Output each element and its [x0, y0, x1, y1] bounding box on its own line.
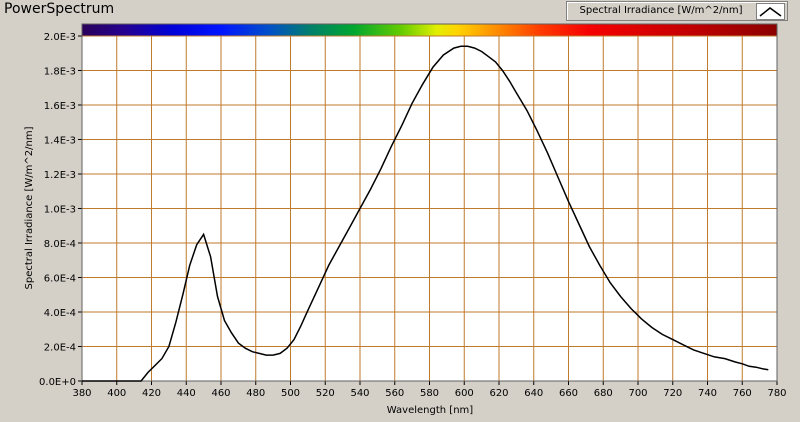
- x-tick-label: 380: [72, 388, 91, 399]
- y-tick-label: 4.0E-4: [44, 308, 76, 319]
- x-tick-label: 600: [455, 388, 474, 399]
- y-tick-label: 1.0E-3: [44, 205, 76, 216]
- series-line-spectral-irradiance: [82, 45, 769, 382]
- plot-frame: [81, 23, 778, 382]
- x-tick-label: 500: [281, 388, 300, 399]
- y-tick-label: 8.0E-4: [44, 239, 76, 250]
- x-tick-label: 560: [385, 388, 404, 399]
- x-tick-label: 620: [489, 388, 508, 399]
- x-tick-label: 700: [628, 388, 647, 399]
- x-tick-label: 580: [420, 388, 439, 399]
- x-tick-label: 680: [594, 388, 613, 399]
- y-tick-label: 2.0E-4: [44, 343, 76, 354]
- plot-legend[interactable]: Spectral Irradiance [W/m^2/nm]: [566, 1, 788, 21]
- x-tick-label: 760: [733, 388, 752, 399]
- x-tick-label: 460: [211, 388, 230, 399]
- x-axis-label: Wavelength [nm]: [387, 405, 473, 416]
- legend-line-swatch-icon: [756, 3, 785, 20]
- x-tick-label: 400: [107, 388, 126, 399]
- x-tick-label: 440: [177, 388, 196, 399]
- x-tick-label: 740: [698, 388, 717, 399]
- y-tick-label: 6.0E-4: [44, 274, 76, 285]
- x-tick-label: 780: [767, 388, 786, 399]
- x-tick-label: 660: [559, 388, 578, 399]
- x-tick-label: 720: [663, 388, 682, 399]
- window-title: PowerSpectrum: [4, 1, 115, 17]
- x-tick-label: 640: [524, 388, 543, 399]
- x-tick-label: 540: [350, 388, 369, 399]
- y-tick-label: 1.8E-3: [44, 67, 76, 78]
- x-tick-label: 480: [246, 388, 265, 399]
- y-axis-label: Spectral Irradiance [W/m^2/nm]: [24, 126, 35, 289]
- x-tick-label: 520: [316, 388, 335, 399]
- y-tick-label: 0.0E+0: [39, 377, 76, 388]
- y-tick-label: 1.4E-3: [44, 136, 76, 147]
- y-tick-label: 2.0E-3: [44, 32, 76, 43]
- legend-label: Spectral Irradiance [W/m^2/nm]: [579, 5, 743, 16]
- x-tick-label: 420: [142, 388, 161, 399]
- y-tick-label: 1.2E-3: [44, 170, 76, 181]
- spectrum-color-bar: [82, 24, 777, 36]
- y-tick-label: 1.6E-3: [44, 101, 76, 112]
